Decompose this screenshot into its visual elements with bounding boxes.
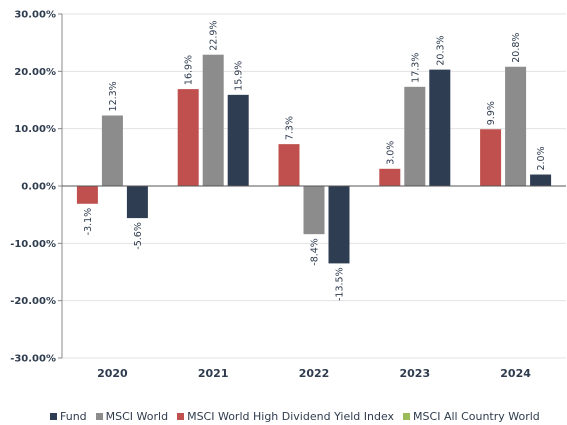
data-label: 22.9% — [209, 21, 220, 51]
x-axis: 2020 2021 2022 2023 2024 — [62, 185, 566, 380]
data-label: 12.3% — [108, 81, 119, 111]
legend-item: MSCI World High Dividend Yield Index — [177, 410, 394, 423]
legend-label: Fund — [60, 410, 87, 423]
legend-label: MSCI World — [105, 410, 169, 423]
bar — [480, 129, 502, 186]
x-tick-label: 2022 — [299, 367, 330, 380]
bar — [303, 186, 325, 235]
bar — [227, 94, 249, 186]
data-label: 9.9% — [486, 101, 497, 125]
bar — [278, 144, 300, 186]
bar — [404, 86, 426, 186]
y-tick-label: 10.00% — [14, 124, 56, 135]
bar — [177, 89, 199, 186]
y-tick-label: 30.00% — [14, 10, 56, 21]
legend-swatch — [95, 413, 103, 420]
data-label: -3.1% — [83, 208, 94, 236]
y-tick-label: -30.00% — [10, 354, 56, 365]
data-label: 2.0% — [536, 146, 547, 170]
bar — [379, 168, 401, 186]
data-label: 7.3% — [285, 116, 296, 140]
legend-swatch — [403, 413, 411, 420]
bar — [429, 69, 451, 186]
bar — [505, 66, 527, 186]
x-tick-label: 2020 — [97, 367, 128, 380]
bar — [202, 54, 224, 186]
bar — [328, 186, 350, 264]
y-axis: 30.00% 20.00% 10.00% 0.00% -10.00% -20.00% -30… — [10, 10, 63, 365]
y-tick-label: -10.00% — [10, 239, 56, 250]
bar — [76, 186, 98, 204]
x-tick-label: 2024 — [500, 367, 531, 380]
y-tick-label: 20.00% — [14, 67, 56, 78]
bar-chart: 30.00% 20.00% 10.00% 0.00% -10.00% -20.00% -30… — [10, 10, 566, 380]
bar — [126, 186, 148, 219]
bar — [101, 115, 123, 186]
legend-swatch — [177, 413, 185, 420]
data-label: -5.6% — [133, 222, 144, 250]
legend-item: Fund — [50, 410, 87, 423]
legend-swatch — [50, 413, 57, 420]
y-tick-label: -20.00% — [10, 296, 56, 307]
legend-item: MSCI World — [95, 410, 169, 423]
x-tick-label: 2021 — [198, 367, 229, 380]
bars — [76, 54, 552, 264]
x-tick-label: 2023 — [399, 367, 430, 380]
data-labels: -3.1% 12.3% -5.6% 16.9% 22.9% 15.9% 7.3% -8.4% -… — [83, 21, 547, 301]
data-label: 3.0% — [385, 141, 396, 165]
y-tick-label: 0.00% — [21, 182, 56, 193]
legend: Fund MSCI World MSCI World High Dividend Y… — [50, 410, 540, 423]
legend-label: MSCI All Country World — [413, 410, 540, 423]
data-label: 17.3% — [410, 53, 421, 83]
legend-label: MSCI World High Dividend Yield Index — [187, 410, 395, 423]
data-label: 16.9% — [184, 55, 195, 85]
data-label: 15.9% — [234, 61, 245, 91]
data-label: 20.8% — [511, 33, 522, 63]
data-label: -13.5% — [335, 267, 346, 301]
bar — [530, 174, 552, 186]
data-label: 20.3% — [435, 35, 446, 65]
data-label: -8.4% — [310, 238, 321, 266]
legend-item: MSCI All Country World — [403, 410, 540, 423]
